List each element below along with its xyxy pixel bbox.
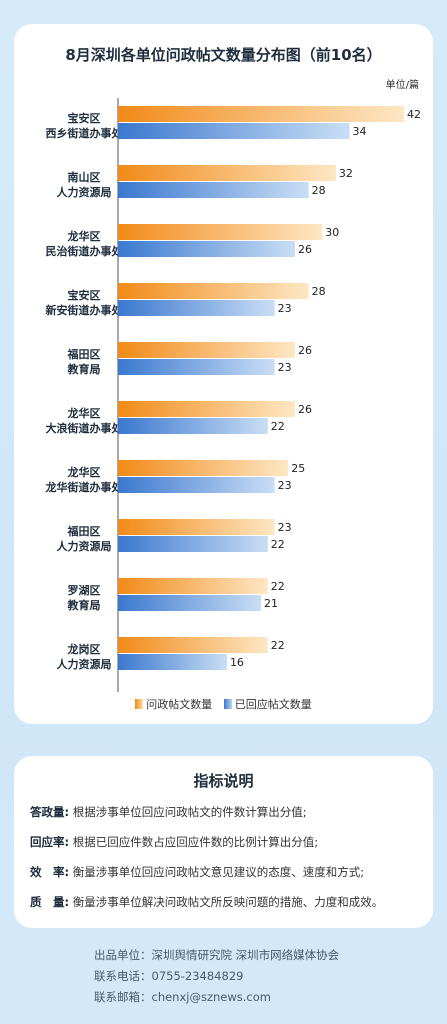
bar-replied: [118, 241, 296, 257]
category-label-line1: 南山区: [68, 170, 101, 184]
info-row-quality: 质 量: 衡量涉事单位解决问政帖文所反映问题的措施、力度和成效。: [30, 894, 423, 910]
data-label-asked: 28: [312, 285, 326, 298]
bar-replied: [118, 418, 268, 434]
legend-label-asked: 问政帖文数量: [146, 698, 213, 711]
bar-chart: 宝安区西乡街道办事处4234南山区人力资源局3228龙华区民治街道办事处3026…: [45, 98, 421, 692]
category-label-line2: 大浪街道办事处: [46, 421, 124, 435]
bar-asked: [118, 519, 275, 535]
data-label-replied: 34: [353, 125, 367, 138]
category-label-line2: 新安街道办事处: [46, 303, 124, 317]
info-title: 指标说明: [193, 772, 254, 790]
category-label-line2: 教育局: [67, 362, 101, 376]
bar-replied: [118, 182, 309, 198]
legend-label-replied: 已回应帖文数量: [234, 698, 312, 711]
legend: 问政帖文数量 已回应帖文数量: [14, 696, 433, 712]
info-row-answers: 答政量: 根据涉事单位回应问政帖文的件数计算出分值;: [30, 804, 423, 820]
bar-replied: [118, 359, 275, 375]
data-label-replied: 22: [271, 538, 285, 551]
data-label-replied: 23: [278, 302, 292, 315]
data-label-replied: 22: [271, 420, 285, 433]
info-term: 质 量:: [30, 895, 70, 909]
data-label-asked: 32: [339, 167, 353, 180]
chart-card: 8月深圳各单位问政帖文数量分布图（前10名） 单位/篇 宝安区 西乡街道办事处 42…: [14, 24, 433, 724]
data-label-asked: 26: [298, 344, 312, 357]
footer-email: 联系邮箱：chenxj@sznews.com: [94, 990, 271, 1004]
category-label-line2: 民治街道办事处: [46, 244, 124, 258]
info-card: 指标说明 答政量: 根据涉事单位回应问政帖文的件数计算出分值; 回应率: 根据已…: [14, 756, 433, 928]
data-label-replied: 26: [298, 243, 312, 256]
data-label-replied: 21: [264, 597, 278, 610]
unit-label: 单位/篇: [385, 80, 419, 91]
bar-asked: [118, 460, 289, 476]
data-label-asked: 30: [325, 226, 339, 239]
data-label-replied: 16: [230, 656, 244, 669]
legend-swatch-asked: [135, 699, 144, 709]
data-label-replied: 28: [312, 184, 326, 197]
bar-replied: [118, 477, 275, 493]
chart-title: 8月深圳各单位问政帖文数量分布图（前10名）: [65, 46, 382, 64]
category-label-line2: 教育局: [67, 598, 101, 612]
category-label-line1: 龙华区: [67, 406, 101, 420]
info-row-efficiency: 效 率: 衡量涉事单位回应问政帖文意见建议的态度、速度和方式;: [30, 864, 423, 880]
info-desc: 衡量涉事单位回应问政帖文意见建议的态度、速度和方式;: [72, 865, 365, 879]
info-term: 回应率:: [30, 835, 70, 849]
data-label-asked: 22: [271, 580, 285, 593]
legend-item-replied: 已回应帖文数量: [223, 696, 312, 712]
bar-asked: [118, 342, 296, 358]
info-desc: 根据涉事单位回应问政帖文的件数计算出分值;: [72, 805, 307, 819]
bar-asked: [118, 401, 296, 417]
category-label-line1: 福田区: [67, 347, 101, 361]
bar-asked: [118, 578, 268, 594]
info-desc: 根据已回应件数占应回应件数的比例计算出分值;: [72, 835, 319, 849]
category-label-line1: 龙华区: [67, 465, 101, 479]
footer-publisher: 出品单位：深圳舆情研究院 深圳市网络媒体协会: [94, 948, 340, 962]
bar-asked: [118, 224, 323, 240]
data-label-asked: 25: [291, 462, 305, 475]
bar-replied: [118, 123, 350, 139]
info-term: 答政量:: [30, 805, 70, 819]
data-label-replied: 23: [278, 479, 292, 492]
legend-item-asked: 问政帖文数量: [135, 696, 212, 712]
bar-asked: [118, 637, 268, 653]
category-label-line1: 罗湖区: [68, 583, 101, 597]
bar-asked: [118, 283, 309, 299]
category-label-line1: 龙岗区: [67, 642, 101, 656]
category-label-line2: 人力资源局: [57, 185, 112, 199]
category-label-line1: 宝安区: [68, 111, 101, 125]
footer-phone: 联系电话：0755-23484829: [94, 969, 244, 983]
data-label-replied: 23: [278, 361, 292, 374]
data-label-asked: 26: [298, 403, 312, 416]
category-label-line1: 宝安区: [68, 288, 101, 302]
info-desc: 衡量涉事单位解决问政帖文所反映问题的措施、力度和成效。: [72, 895, 384, 909]
category-label-line2: 西乡街道办事处: [46, 126, 124, 140]
info-row-response-rate: 回应率: 根据已回应件数占应回应件数的比例计算出分值;: [30, 834, 423, 850]
data-label-asked: 42: [407, 108, 421, 121]
data-label-asked: 22: [271, 639, 285, 652]
bar-replied: [118, 300, 275, 316]
bar-replied: [118, 595, 261, 611]
legend-swatch-replied: [223, 699, 232, 709]
bar-replied: [118, 654, 227, 670]
bar-asked: [118, 106, 404, 122]
bar-replied: [118, 536, 268, 552]
category-label-line2: 人力资源局: [57, 539, 112, 553]
category-label-line1: 福田区: [67, 524, 101, 538]
category-label-line2: 龙华街道办事处: [45, 480, 124, 494]
category-label-line1: 龙华区: [67, 229, 101, 243]
bar-asked: [118, 165, 336, 181]
category-label-line2: 人力资源局: [57, 657, 112, 671]
info-term: 效 率:: [30, 865, 70, 879]
data-label-asked: 23: [278, 521, 292, 534]
